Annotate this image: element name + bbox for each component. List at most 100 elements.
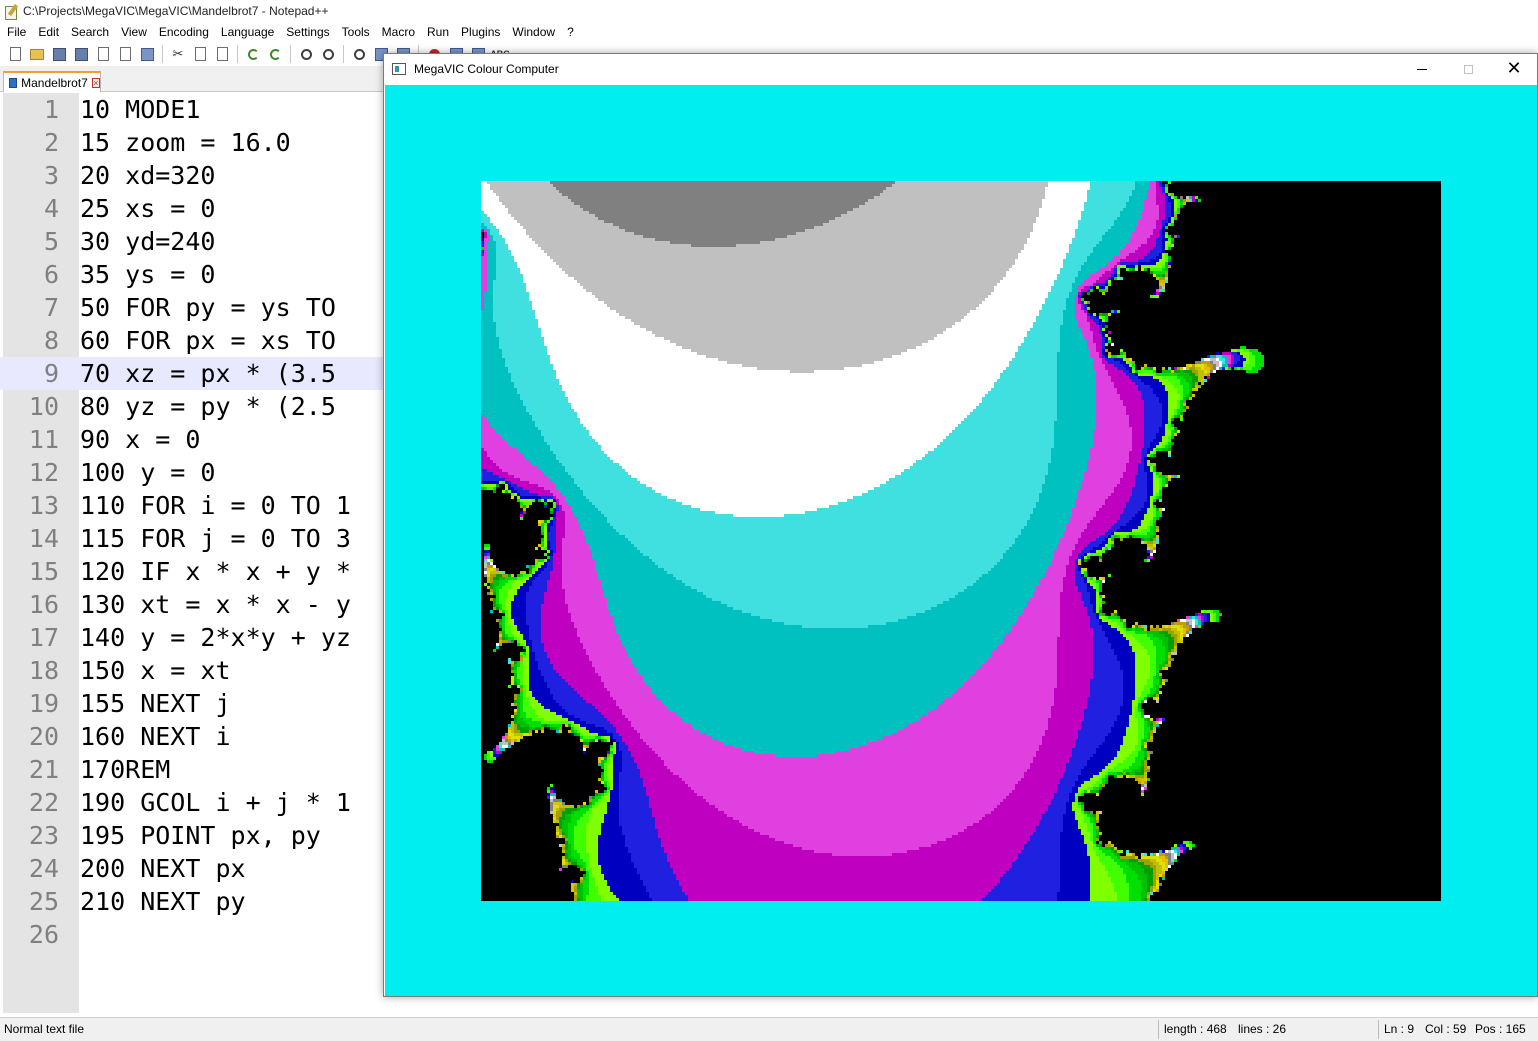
line-code: 210 NEXT py: [80, 887, 246, 916]
menu-file[interactable]: File: [7, 25, 27, 39]
code-line[interactable]: 17 140 y = 2*x*y + yz: [0, 621, 1538, 654]
line-number: 6: [43, 260, 59, 289]
menu-settings[interactable]: Settings: [286, 25, 330, 39]
line-code: 25 xs = 0: [80, 194, 216, 223]
menu-plugins[interactable]: Plugins: [461, 25, 501, 39]
code-line[interactable]: 24 200 NEXT px: [0, 852, 1538, 885]
save-icon[interactable]: [51, 46, 67, 62]
find-icon[interactable]: [298, 46, 314, 62]
code-line[interactable]: 15 120 IF x * x + y *: [0, 555, 1538, 588]
code-line[interactable]: 10 80 yz = py * (2.5: [0, 390, 1538, 423]
minimize-button[interactable]: [1399, 54, 1445, 84]
line-code: 130 xt = x * x - y: [80, 590, 351, 619]
code-line[interactable]: 5 30 yd=240: [0, 225, 1538, 258]
line-code: 150 x = xt: [80, 656, 231, 685]
megavic-window[interactable]: MegaVIC Colour Computer ✕: [383, 53, 1538, 997]
open-folder-icon[interactable]: [29, 46, 45, 62]
paste-icon[interactable]: [214, 46, 230, 62]
line-number: 11: [28, 425, 59, 454]
line-code: 20 xd=320: [80, 161, 216, 190]
menu-search[interactable]: Search: [71, 25, 110, 39]
code-line[interactable]: 21 170REM: [0, 753, 1538, 786]
maximize-button[interactable]: [1445, 54, 1491, 84]
undo-icon[interactable]: [245, 46, 261, 62]
close-icon: ✕: [1506, 58, 1522, 79]
new-file-icon[interactable]: [7, 46, 23, 62]
status-file-type: Normal text file: [4, 1022, 85, 1036]
tab-label: Mandelbrot7: [21, 75, 88, 90]
megavic-title-bar[interactable]: MegaVIC Colour Computer ✕: [384, 54, 1537, 84]
code-line[interactable]: 3 20 xd=320: [0, 159, 1538, 192]
line-number: 3: [43, 161, 59, 190]
menu-help[interactable]: ?: [567, 25, 574, 39]
save-all-icon[interactable]: [73, 46, 89, 62]
notepad-app-icon: [4, 3, 19, 20]
status-separator: [1378, 1020, 1379, 1039]
menu-tools[interactable]: Tools: [341, 25, 370, 39]
status-lines: lines : 26: [1238, 1022, 1287, 1036]
line-number: 1: [43, 95, 59, 124]
line-number: 16: [28, 590, 59, 619]
line-code: 155 NEXT j: [80, 689, 231, 718]
notepad-title-bar: C:\Projects\MegaVIC\MegaVIC\Mandelbrot7 …: [0, 0, 1538, 22]
code-line[interactable]: 13 110 FOR i = 0 TO 1: [0, 489, 1538, 522]
line-code: 60 FOR px = xs TO: [80, 326, 336, 355]
code-line[interactable]: 1 10 MODE1: [0, 93, 1538, 126]
tab-close-icon[interactable]: ×: [91, 77, 100, 88]
code-line[interactable]: 22 190 GCOL i + j * 1: [0, 786, 1538, 819]
window-title: C:\Projects\MegaVIC\MegaVIC\Mandelbrot7 …: [23, 4, 329, 18]
mandelbrot-render: [481, 181, 1441, 901]
toolbar-separator: [162, 45, 163, 63]
status-bar: Normal text file length : 468 lines : 26…: [0, 1017, 1538, 1041]
code-line[interactable]: 6 35 ys = 0: [0, 258, 1538, 291]
code-line[interactable]: 25 210 NEXT py: [0, 885, 1538, 918]
close-icon[interactable]: [95, 46, 111, 62]
line-number: 9: [43, 359, 59, 388]
line-number: 4: [43, 194, 59, 223]
code-line[interactable]: 19 155 NEXT j: [0, 687, 1538, 720]
line-number-gutter: [3, 93, 79, 1013]
line-code: 200 NEXT px: [80, 854, 246, 883]
code-line[interactable]: 18 150 x = xt: [0, 654, 1538, 687]
menu-edit[interactable]: Edit: [38, 25, 60, 39]
line-code: 170REM: [80, 755, 171, 784]
replace-icon[interactable]: [320, 46, 336, 62]
code-line[interactable]: 20 160 NEXT i: [0, 720, 1538, 753]
print-icon[interactable]: [139, 46, 155, 62]
status-col: Col : 59: [1425, 1022, 1467, 1036]
menu-run[interactable]: Run: [427, 25, 450, 39]
line-number: 26: [28, 920, 59, 949]
line-code: 100 y = 0: [80, 458, 216, 487]
toolbar-separator: [237, 45, 238, 63]
close-button[interactable]: ✕: [1491, 54, 1537, 84]
close-all-icon[interactable]: [117, 46, 133, 62]
status-separator: [1158, 1020, 1159, 1039]
saved-file-icon: [9, 77, 18, 88]
line-code: 90 x = 0: [80, 425, 201, 454]
menu-window[interactable]: Window: [512, 25, 556, 39]
code-line[interactable]: 26: [0, 918, 1538, 951]
code-line[interactable]: 12 100 y = 0: [0, 456, 1538, 489]
code-line[interactable]: 14 115 FOR j = 0 TO 3: [0, 522, 1538, 555]
menu-language[interactable]: Language: [220, 25, 275, 39]
code-line[interactable]: 2 15 zoom = 16.0: [0, 126, 1538, 159]
menu-macro[interactable]: Macro: [381, 25, 416, 39]
code-line[interactable]: 16 130 xt = x * x - y: [0, 588, 1538, 621]
menu-encoding[interactable]: Encoding: [158, 25, 209, 39]
code-line[interactable]: 8 60 FOR px = xs TO: [0, 324, 1538, 357]
redo-icon[interactable]: [267, 46, 283, 62]
menu-view[interactable]: View: [121, 25, 147, 39]
line-code: 70 xz = px * (3.5: [80, 359, 336, 388]
copy-icon[interactable]: [192, 46, 208, 62]
code-line[interactable]: 4 25 xs = 0: [0, 192, 1538, 225]
line-number: 25: [28, 887, 59, 916]
toolbar-separator: [290, 45, 291, 63]
code-line[interactable]: 7 50 FOR py = ys TO: [0, 291, 1538, 324]
line-number: 13: [28, 491, 59, 520]
code-line[interactable]: 11 90 x = 0: [0, 423, 1538, 456]
zoom-in-icon[interactable]: [351, 46, 367, 62]
code-line[interactable]: 23 195 POINT px, py: [0, 819, 1538, 852]
line-code: 160 NEXT i: [80, 722, 231, 751]
cut-icon[interactable]: ✂: [172, 46, 184, 61]
tab-mandelbrot7[interactable]: Mandelbrot7 ×: [3, 71, 101, 92]
